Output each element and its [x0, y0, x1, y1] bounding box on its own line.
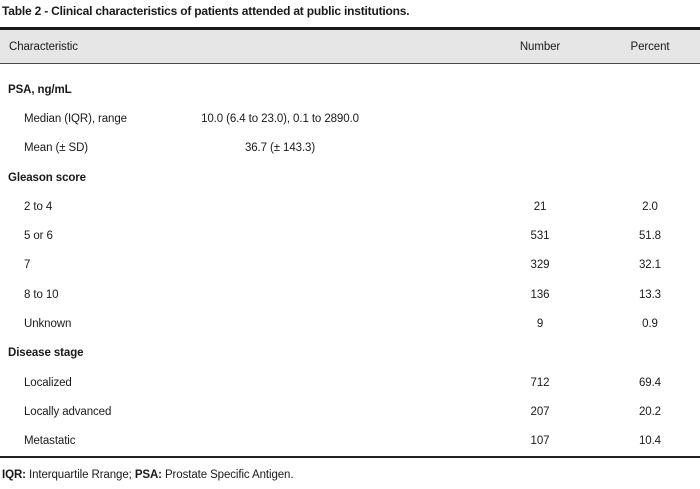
table-row: 5 or 6 531 51.8 [0, 221, 700, 250]
table-row: Metastatic 107 10.4 [0, 427, 700, 457]
cell-spacer [380, 339, 480, 368]
cell-spacer [380, 221, 480, 250]
cell-percent [600, 64, 700, 105]
col-header-percent: Percent [600, 28, 700, 64]
table-title: Table 2 - Clinical characteristics of pa… [2, 4, 410, 18]
cell-number: 21 [533, 200, 547, 213]
cell-percent [600, 339, 700, 368]
cell-spacer [380, 134, 480, 163]
cell-number: 136 [530, 288, 550, 301]
cell-spacer [380, 368, 480, 397]
table-row: Locally advanced 207 20.2 [0, 397, 700, 426]
header-row: Characteristic Number Percent [0, 28, 700, 64]
cell-number [480, 163, 600, 192]
cell-value: 36.7 (± 143.3) [244, 142, 316, 155]
cell-percent: 51.8 [639, 230, 661, 243]
cell-value [180, 397, 380, 426]
cell-number [480, 134, 600, 163]
table-row: Median (IQR), range 10.0 (6.4 to 23.0), 0… [0, 104, 700, 133]
table-row: Localized 712 69.4 [0, 368, 700, 397]
footnote-def-psa: Prostate Specific Antigen. [161, 468, 294, 481]
cell-number [480, 64, 600, 105]
cell-value [180, 339, 380, 368]
footnote-abbr-iqr: IQR: [2, 468, 26, 481]
cell-spacer [380, 427, 480, 457]
cell-label: PSA, ng/mL [8, 83, 72, 96]
table-row: Unknown 9 0.9 [0, 309, 700, 338]
cell-label: Disease stage [8, 347, 84, 360]
footnote: IQR: Interquartile Rrange; PSA: Prostate… [0, 469, 700, 481]
table-row: Mean (± SD) 36.7 (± 143.3) [0, 134, 700, 163]
cell-spacer [380, 397, 480, 426]
cell-number [480, 104, 600, 133]
cell-label: Mean (± SD) [24, 142, 89, 155]
cell-value [180, 309, 380, 338]
cell-percent: 69.4 [639, 376, 661, 389]
cell-percent: 20.2 [639, 405, 661, 418]
cell-value [180, 251, 380, 280]
cell-label: Locally advanced [24, 405, 112, 418]
table-row: 2 to 4 21 2.0 [0, 192, 700, 221]
footnote-def-iqr: Interquartile Rrange; [25, 468, 135, 481]
category-row: PSA, ng/mL [0, 64, 700, 105]
cell-value [180, 64, 380, 105]
cell-value [180, 192, 380, 221]
col-header-characteristic: Characteristic [0, 28, 480, 64]
cell-value [180, 163, 380, 192]
cell-spacer [380, 163, 480, 192]
table-body: PSA, ng/mL Median (IQR), range 10.0 (6.4 t… [0, 64, 700, 457]
cell-number: 329 [530, 259, 550, 272]
cell-spacer [380, 192, 480, 221]
cell-percent [600, 104, 700, 133]
cell-value [180, 221, 380, 250]
cell-percent: 2.0 [642, 200, 658, 213]
cell-label: 5 or 6 [24, 230, 53, 243]
cell-percent [600, 163, 700, 192]
footnote-abbr-psa: PSA: [134, 468, 162, 481]
col-header-number: Number [480, 28, 600, 64]
cell-percent: 0.9 [642, 318, 658, 331]
cell-percent: 13.3 [639, 288, 661, 301]
cell-label: Localized [24, 376, 72, 389]
cell-label: Median (IQR), range [24, 112, 127, 125]
table-row: 7 329 32.1 [0, 251, 700, 280]
cell-label: Gleason score [8, 171, 86, 184]
category-row: Gleason score [0, 163, 700, 192]
cell-percent: 32.1 [639, 259, 661, 272]
clinical-characteristics-table: Characteristic Number Percent PSA, ng/mL… [0, 27, 700, 458]
cell-label: Metastatic [24, 435, 76, 448]
cell-spacer [380, 309, 480, 338]
cell-spacer [380, 251, 480, 280]
cell-number: 107 [530, 435, 550, 448]
cell-number: 531 [530, 230, 550, 243]
cell-number: 9 [536, 318, 544, 331]
table-row: 8 to 10 136 13.3 [0, 280, 700, 309]
cell-label: 2 to 4 [24, 200, 53, 213]
cell-number [480, 339, 600, 368]
cell-spacer [380, 280, 480, 309]
cell-value [180, 427, 380, 457]
cell-percent: 10.4 [639, 435, 661, 448]
cell-label: Unknown [24, 318, 72, 331]
cell-number: 207 [530, 405, 550, 418]
cell-spacer [380, 64, 480, 105]
cell-percent [600, 134, 700, 163]
category-row: Disease stage [0, 339, 700, 368]
cell-number: 712 [530, 376, 550, 389]
cell-label: 8 to 10 [24, 288, 59, 301]
cell-label: 7 [24, 259, 31, 272]
cell-value [180, 280, 380, 309]
cell-spacer [380, 104, 480, 133]
cell-value: 10.0 (6.4 to 23.0), 0.1 to 2890.0 [201, 112, 359, 125]
cell-value [180, 368, 380, 397]
